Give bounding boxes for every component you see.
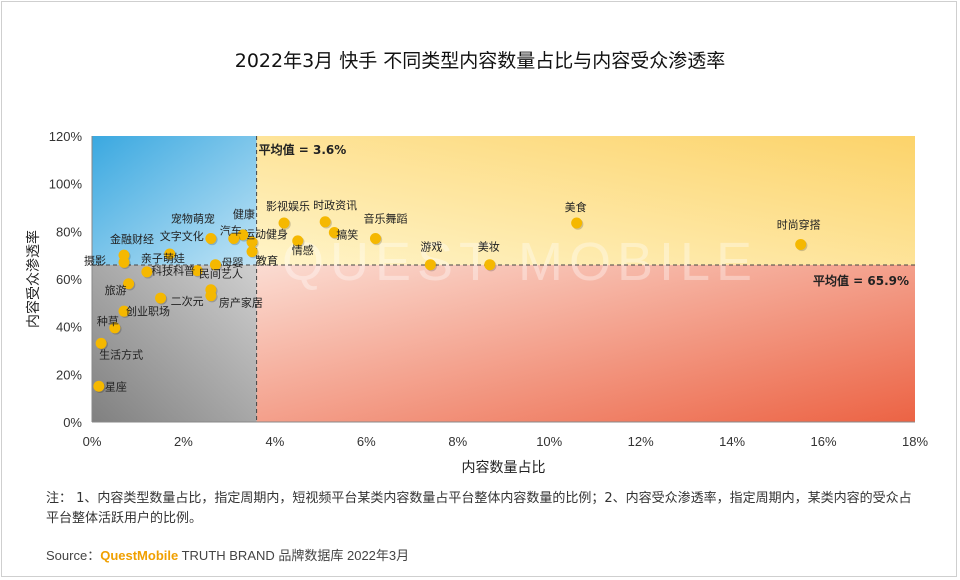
avg-y-label: 平均值 = 65.9% xyxy=(813,273,909,288)
data-point xyxy=(123,278,135,290)
data-point xyxy=(205,290,217,302)
data-point xyxy=(209,259,221,271)
data-point-label: 时政资讯 xyxy=(313,198,357,212)
source-suffix: TRUTH BRAND 品牌数据库 2022年3月 xyxy=(178,548,410,563)
watermark: QUEST MOBILE xyxy=(282,232,758,292)
data-point xyxy=(118,305,130,317)
data-point xyxy=(155,292,167,304)
data-point xyxy=(795,238,807,250)
data-point-label: 美妆 xyxy=(478,241,500,254)
data-point xyxy=(292,235,304,247)
data-point-label: 教育 xyxy=(256,254,278,268)
data-point xyxy=(369,232,381,244)
data-point-label: 美食 xyxy=(565,200,587,214)
footnote: 注： 1、内容类型数量占比，指定周期内，短视频平台某类内容数量占平台整体内容数量… xyxy=(46,491,912,526)
data-point xyxy=(246,246,258,258)
data-point-label: 游戏 xyxy=(420,241,442,254)
data-point xyxy=(246,236,258,248)
y-tick-label: 80% xyxy=(56,224,82,239)
data-point-label: 种草 xyxy=(97,314,119,328)
y-tick-label: 20% xyxy=(56,367,82,382)
data-point-label: 文字文化 xyxy=(160,229,204,243)
data-point-label: 时尚穿搭 xyxy=(777,217,821,231)
data-point-label: 汽车 xyxy=(220,223,242,237)
data-point xyxy=(141,266,153,278)
y-tick-label: 60% xyxy=(56,272,82,287)
data-point-label: 房产家居 xyxy=(219,296,263,310)
chart-title: 2022年3月 快手 不同类型内容数量占比与内容受众渗透率 xyxy=(234,50,726,72)
y-axis-title: 内容受众渗透率 xyxy=(25,230,42,328)
data-point-label: 宠物萌宠 xyxy=(171,211,215,225)
data-point-label: 星座 xyxy=(105,379,127,393)
x-axis-title: 内容数量占比 xyxy=(462,459,546,476)
data-point-label: 运动健身 xyxy=(244,227,288,241)
data-point-label: 民间艺人 xyxy=(199,268,243,281)
x-tick-label: 16% xyxy=(811,434,837,449)
data-point xyxy=(319,216,331,228)
data-point-label: 摄影 xyxy=(84,253,106,267)
data-point xyxy=(328,227,340,239)
y-tick-label: 40% xyxy=(56,320,82,335)
source-prefix: Source： xyxy=(46,548,101,563)
x-tick-label: 10% xyxy=(536,434,562,449)
y-tick-label: 0% xyxy=(63,415,82,430)
quadrant-bottom-left xyxy=(92,264,257,422)
source-line: Source：QuestMobile TRUTH BRAND 品牌数据库 202… xyxy=(46,545,409,564)
data-point xyxy=(228,232,240,244)
scatter-chart: QUEST MOBILE 0% 20% 40% 60% 80% 100% 120% 0% 2% 4… xyxy=(25,129,928,476)
quadrant-top-left xyxy=(92,136,257,265)
data-point xyxy=(278,217,290,229)
data-point xyxy=(109,322,121,334)
x-tick-label: 8% xyxy=(448,434,467,449)
x-tick-label: 6% xyxy=(357,434,376,449)
x-tick-label: 18% xyxy=(902,434,928,449)
avg-x-label: 平均值 = 3.6% xyxy=(259,142,347,157)
x-tick-label: 4% xyxy=(265,434,284,449)
data-point-label: 情感 xyxy=(292,244,314,257)
y-tick-label: 120% xyxy=(49,129,83,144)
data-point xyxy=(164,248,176,260)
data-point-label: 旅游 xyxy=(105,283,127,297)
data-point-label: 影视娱乐 xyxy=(266,199,310,213)
x-tick-label: 2% xyxy=(174,434,193,449)
data-point xyxy=(95,337,107,349)
data-point xyxy=(424,259,436,271)
data-point-label: 金融财经 xyxy=(110,232,154,246)
data-point-label: 音乐舞蹈 xyxy=(363,211,407,225)
data-point-label: 生活方式 xyxy=(99,347,143,361)
data-point xyxy=(237,229,249,241)
data-point xyxy=(93,380,105,392)
source-brand: QuestMobile xyxy=(100,548,179,563)
quadrant-bottom-right xyxy=(256,264,916,422)
data-point xyxy=(484,259,496,271)
data-point-label: 母婴 xyxy=(221,257,243,270)
data-point-label: 二次元 xyxy=(171,294,204,308)
data-point-label: 健康 xyxy=(233,207,255,221)
data-point-label: 科技科普 xyxy=(151,264,195,278)
data-point-label: 搞笑 xyxy=(336,228,358,242)
data-point-label: 亲子萌娃 xyxy=(141,251,185,265)
y-tick-label: 100% xyxy=(49,177,83,192)
data-point xyxy=(205,232,217,244)
data-point-label: 创业职场 xyxy=(126,304,170,318)
x-tick-label: 14% xyxy=(719,434,745,449)
data-point xyxy=(191,265,203,277)
x-tick-label: 0% xyxy=(83,434,102,449)
data-point xyxy=(571,217,583,229)
x-tick-label: 12% xyxy=(628,434,654,449)
data-point xyxy=(118,256,130,268)
